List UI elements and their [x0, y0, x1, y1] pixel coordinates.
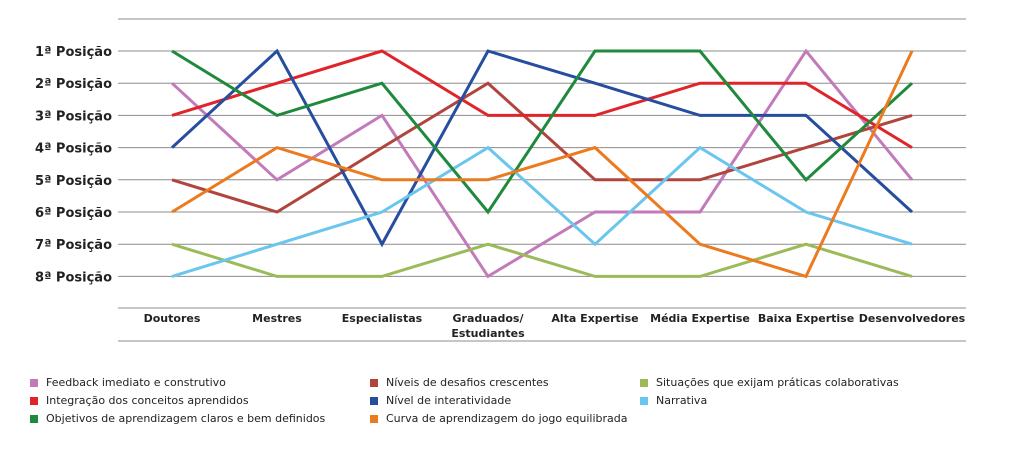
legend-swatch — [640, 378, 648, 387]
legend-label: Feedback imediato e construtivo — [46, 376, 226, 389]
y-tick-label: 8ª Posição — [35, 270, 112, 285]
series-line-5 — [170, 48, 914, 248]
series-line-7 — [171, 49, 914, 215]
y-tick-label: 4ª Posição — [35, 142, 112, 157]
series-line-8 — [171, 50, 914, 279]
x-tick-label: Média Expertise — [650, 312, 750, 325]
gridlines — [118, 18, 966, 342]
series-line-3 — [171, 242, 913, 278]
legend-item: Objetivos de aprendizagem claros e bem d… — [30, 412, 325, 425]
legend-swatch — [370, 414, 378, 423]
x-tick-label: Baixa Expertise — [758, 312, 854, 325]
series-line-1 — [170, 48, 914, 279]
x-tick-label: Alta Expertise — [551, 312, 638, 325]
series-line-6 — [171, 145, 913, 278]
y-tick-label: 2ª Posição — [35, 77, 112, 92]
x-tick-label: Mestres — [252, 312, 302, 325]
legend-label: Curva de aprendizagem do jogo equilibrad… — [386, 412, 628, 425]
legend-label: Objetivos de aprendizagem claros e bem d… — [46, 412, 326, 425]
legend-item: Integração dos conceitos aprendidos — [30, 394, 249, 407]
y-tick-label: 5ª Posição — [35, 174, 112, 189]
legend-item: Narrativa — [640, 394, 707, 407]
legend-swatch — [640, 396, 648, 405]
legend-label: Situações que exijam práticas colaborati… — [656, 376, 899, 389]
series-lines — [170, 48, 914, 279]
x-axis-labels: Doutores Mestres Especialistas Graduados/Es… — [144, 312, 966, 340]
y-tick-label: 6ª Posição — [35, 206, 112, 221]
x-tick-label: Especialistas — [342, 312, 423, 325]
series-line-4 — [171, 49, 913, 149]
legend-swatch — [30, 378, 38, 387]
legend-item: Curva de aprendizagem do jogo equilibrad… — [370, 412, 628, 425]
y-axis-labels: 1ª Posição 2ª Posição 3ª Posição 4ª Posição… — [35, 45, 112, 285]
x-tick-label: Desenvolvedores — [859, 312, 966, 325]
legend-label: Nível de interatividade — [386, 394, 512, 407]
legend-swatch — [370, 396, 378, 405]
legend-item: Situações que exijam práticas colaborati… — [640, 376, 899, 389]
y-tick-label: 7ª Posição — [35, 238, 112, 253]
legend-swatch — [30, 414, 38, 423]
legend-label: Narrativa — [656, 394, 708, 407]
legend-item: Nível de interatividade — [370, 394, 511, 407]
legend-swatch — [370, 378, 378, 387]
legend-label: Níveis de desafios crescentes — [386, 376, 549, 389]
legend-label: Integração dos conceitos aprendidos — [46, 394, 249, 407]
x-tick-label: Doutores — [144, 312, 201, 325]
y-tick-label: 3ª Posição — [35, 109, 112, 124]
legend-item: Níveis de desafios crescentes — [370, 376, 549, 389]
x-tick-label: Graduados/Estudiantes — [451, 312, 525, 340]
legend-item: Feedback imediato e construtivo — [30, 376, 226, 389]
y-tick-label: 1ª Posição — [35, 45, 112, 60]
legend-swatch — [30, 396, 38, 405]
